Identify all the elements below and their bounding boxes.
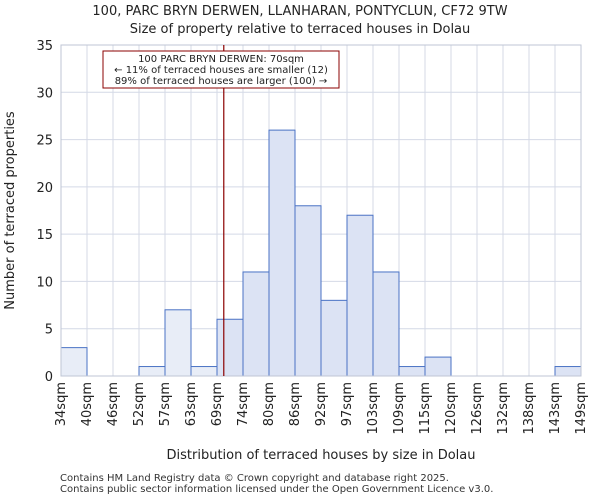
y-axis-label: Number of terraced properties [3,111,18,310]
chart-subtitle: Size of property relative to terraced ho… [129,22,471,37]
histogram-bar [346,214,374,377]
y-tick-label: 25 [36,134,53,149]
histogram-bar [138,366,166,377]
histogram-bar [216,318,244,377]
x-tick-label: 74sqm [236,382,251,426]
histogram-bar [320,299,348,377]
histogram-bar [424,356,452,377]
x-tick-label: 46sqm [106,382,121,426]
x-tick-label: 63sqm [184,382,199,426]
x-tick-label: 57sqm [158,382,173,426]
x-tick-label: 80sqm [262,382,277,426]
x-tick-label: 109sqm [392,382,407,435]
x-tick-label: 115sqm [418,382,433,435]
histogram-chart: 0 5 10 15 20 25 30 35 34sqm 40sqm 46sqm 52sqm 57sqm 6… [3,39,589,463]
y-tick-label: 5 [45,323,53,338]
x-tick-label: 40sqm [80,382,95,426]
histogram-bar [554,366,582,377]
annotation-box [102,50,340,89]
histogram-bar [164,309,192,377]
annotation-line: ← 11% of terraced houses are smaller (12… [114,65,328,76]
y-tick-label: 15 [36,228,53,243]
x-tick-label: 86sqm [288,382,303,426]
x-tick-label: 92sqm [314,382,329,426]
x-tick-label: 34sqm [54,382,69,426]
x-tick-label: 120sqm [444,382,459,435]
histogram-bar [294,205,322,377]
x-tick-label: 143sqm [548,382,563,435]
x-tick-label: 138sqm [522,382,537,435]
plot-frame [60,44,582,377]
x-tick-label: 126sqm [470,382,485,435]
x-axis-label: Distribution of terraced houses by size … [167,448,476,463]
annotation-line: 100 PARC BRYN DERWEN: 70sqm [138,54,304,65]
x-tick-label: 103sqm [366,382,381,435]
x-tick-label: 97sqm [340,382,355,426]
histogram-bar [242,271,270,377]
annotation-line: 89% of terraced houses are larger (100) … [115,76,328,87]
x-tick-label: 132sqm [496,382,511,435]
y-tick-label: 0 [45,370,53,385]
y-tick-label: 30 [36,86,53,101]
x-tick-label: 69sqm [210,382,225,426]
footer-licence: Contains public sector information licen… [60,484,494,495]
y-tick-label: 35 [36,39,53,54]
histogram-bar [60,347,88,377]
y-tick-label: 20 [36,181,53,196]
histogram-bar [398,366,426,377]
histogram-bar [268,129,296,377]
x-tick-label: 149sqm [574,382,589,435]
chart-title: 100, PARC BRYN DERWEN, LLANHARAN, PONTYC… [92,4,508,19]
histogram-bar [190,366,218,377]
footer-copyright: Contains HM Land Registry data © Crown c… [60,473,449,484]
x-tick-label: 52sqm [132,382,147,426]
y-tick-label: 10 [36,275,53,290]
histogram-bar [372,271,400,377]
